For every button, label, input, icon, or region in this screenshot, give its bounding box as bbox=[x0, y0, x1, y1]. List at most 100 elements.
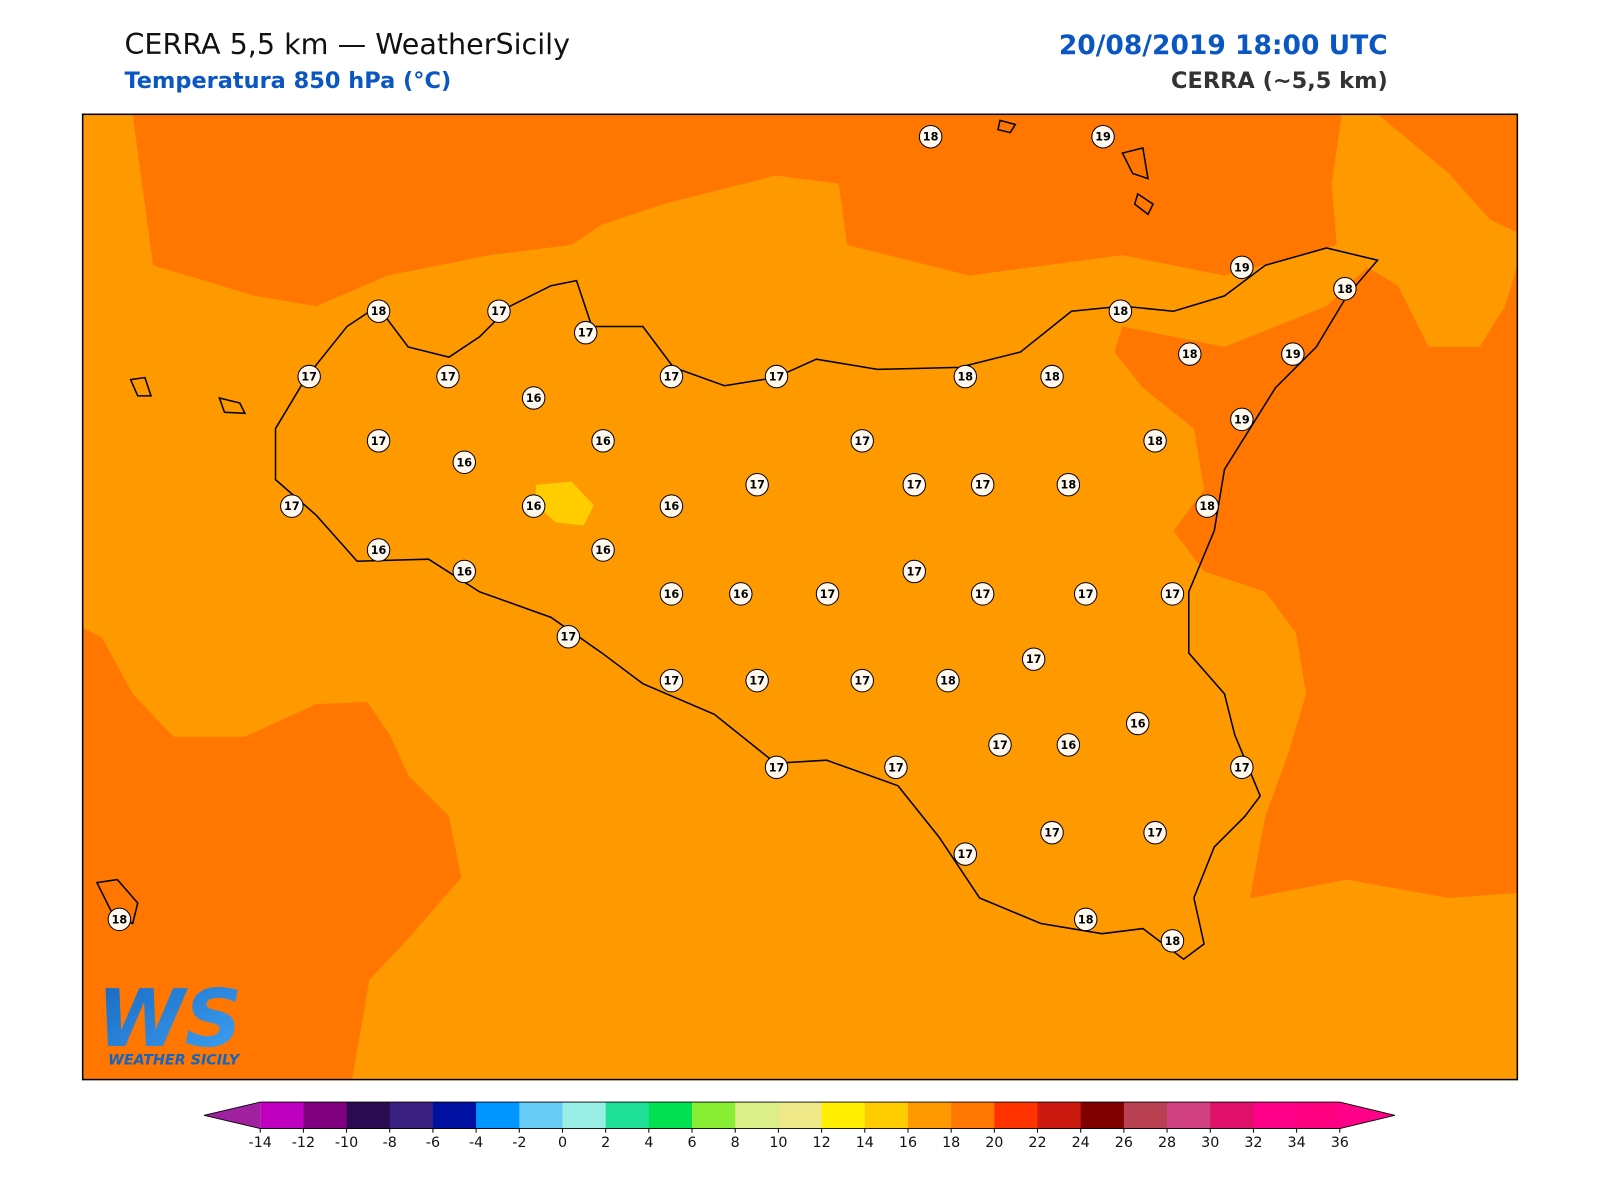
station-value: 16 bbox=[595, 544, 611, 557]
colorbar-tick-label: 18 bbox=[942, 1135, 960, 1151]
colorbar-tick-label: 28 bbox=[1158, 1135, 1176, 1151]
station-value: 18 bbox=[940, 675, 956, 688]
station-marker bbox=[556, 625, 581, 649]
colorbar-segment bbox=[1296, 1102, 1341, 1129]
title: CERRA 5,5 km — WeatherSicily bbox=[124, 27, 570, 61]
station-value: 18 bbox=[1337, 283, 1353, 296]
station-value: 16 bbox=[371, 544, 387, 557]
station-marker bbox=[366, 299, 391, 323]
colorbar-segment bbox=[562, 1102, 607, 1129]
station-marker bbox=[850, 668, 874, 693]
station-value: 18 bbox=[112, 913, 128, 926]
colorbar-tick-label: 32 bbox=[1244, 1135, 1262, 1151]
station-marker bbox=[659, 668, 684, 693]
field-cool bbox=[535, 481, 594, 526]
station-marker bbox=[521, 386, 546, 410]
station-marker bbox=[487, 299, 511, 323]
colorbar-segment bbox=[1037, 1102, 1082, 1129]
station-marker bbox=[745, 668, 769, 693]
station-marker bbox=[1230, 755, 1254, 780]
station-marker bbox=[1108, 299, 1133, 323]
station-value: 17 bbox=[561, 631, 577, 644]
station-value: 17 bbox=[578, 327, 594, 340]
colorbar-tick-label: -2 bbox=[512, 1135, 526, 1151]
colorbar-tick-label: 6 bbox=[688, 1135, 697, 1151]
station-marker bbox=[1281, 342, 1305, 366]
station-value: 18 bbox=[1199, 500, 1215, 513]
colorbar-tick-label: 14 bbox=[856, 1135, 874, 1151]
colorbar-segment bbox=[260, 1102, 304, 1129]
coastline bbox=[274, 247, 1379, 961]
colorbar: -14 -12 -10 -8 -6 -4 -2 0 2 4 6 8 10 12 14 16 18 20 22 24 26… bbox=[203, 1101, 1395, 1151]
station-value: 16 bbox=[733, 588, 749, 601]
colorbar-tick-label: 24 bbox=[1072, 1135, 1090, 1151]
station-marker bbox=[659, 494, 684, 518]
colorbar-segment bbox=[389, 1102, 434, 1129]
station-marker bbox=[366, 538, 391, 562]
logo-mark: WS bbox=[97, 972, 242, 1065]
station-marker bbox=[815, 582, 840, 606]
station-value: 16 bbox=[526, 500, 542, 513]
station-value: 17 bbox=[1147, 827, 1163, 840]
station-marker bbox=[988, 733, 1012, 757]
station-value: 17 bbox=[992, 739, 1008, 752]
colorbar-tick-label: 8 bbox=[731, 1135, 740, 1151]
colorbar-tick-label: 2 bbox=[601, 1135, 610, 1151]
station-value: 19 bbox=[1234, 261, 1250, 274]
station-marker bbox=[953, 364, 978, 389]
colorbar-tick-label: 16 bbox=[899, 1135, 917, 1151]
station-value: 17 bbox=[906, 565, 922, 578]
colorbar-tick-label: -10 bbox=[335, 1135, 358, 1151]
station-value: 16 bbox=[595, 435, 611, 448]
station-marker bbox=[1195, 494, 1219, 518]
station-value: 18 bbox=[1147, 435, 1163, 448]
colorbar-segment bbox=[1080, 1102, 1125, 1129]
field-warm bbox=[132, 114, 1342, 307]
station-value: 17 bbox=[769, 371, 785, 384]
station-value: 18 bbox=[1078, 913, 1094, 926]
station-marker bbox=[659, 364, 684, 389]
station-value: 17 bbox=[440, 371, 456, 384]
station-marker bbox=[1056, 733, 1081, 757]
station-value: 17 bbox=[1026, 653, 1042, 666]
colorbar-segment bbox=[1167, 1102, 1211, 1129]
station-value: 17 bbox=[491, 305, 507, 318]
station-marker bbox=[918, 125, 943, 149]
colorbar-segment bbox=[648, 1102, 693, 1129]
station-marker bbox=[1230, 407, 1254, 432]
colorbar-tick-label: 10 bbox=[769, 1135, 787, 1151]
station-marker bbox=[1333, 277, 1357, 301]
station-marker bbox=[764, 364, 789, 389]
station-value: 18 bbox=[1182, 348, 1198, 361]
station-value: 18 bbox=[1165, 935, 1181, 948]
station-value: 18 bbox=[957, 371, 973, 384]
station-marker bbox=[902, 472, 927, 497]
island bbox=[95, 119, 1155, 925]
station-marker bbox=[1160, 582, 1185, 606]
station-marker bbox=[970, 582, 995, 606]
stations: 18 19 19 18 18 17 17 18 17 17 17 17 18 18 18 19 16 19 17 16… bbox=[107, 125, 1357, 953]
colorbar-segment bbox=[735, 1102, 779, 1129]
station-value: 17 bbox=[975, 588, 991, 601]
map-frame bbox=[81, 113, 1519, 1081]
station-value: 18 bbox=[1044, 371, 1060, 384]
station-value: 17 bbox=[1078, 588, 1094, 601]
station-value: 17 bbox=[888, 761, 904, 774]
station-marker bbox=[970, 472, 995, 497]
station-marker bbox=[953, 842, 978, 866]
colorbar-segment bbox=[303, 1102, 348, 1129]
colorbar-segment bbox=[1123, 1102, 1168, 1129]
colorbar-tick-label: 36 bbox=[1331, 1135, 1349, 1151]
field bbox=[82, 114, 1518, 1080]
colorbar-tick-label: -4 bbox=[469, 1135, 483, 1151]
station-marker bbox=[729, 582, 753, 606]
colorbar-tick-label: 34 bbox=[1288, 1135, 1306, 1151]
station-marker bbox=[850, 429, 874, 453]
station-value: 17 bbox=[371, 435, 387, 448]
station-marker bbox=[745, 472, 769, 497]
station-marker bbox=[1056, 472, 1081, 497]
station-value: 16 bbox=[526, 392, 542, 405]
colorbar-segment bbox=[1210, 1102, 1254, 1129]
